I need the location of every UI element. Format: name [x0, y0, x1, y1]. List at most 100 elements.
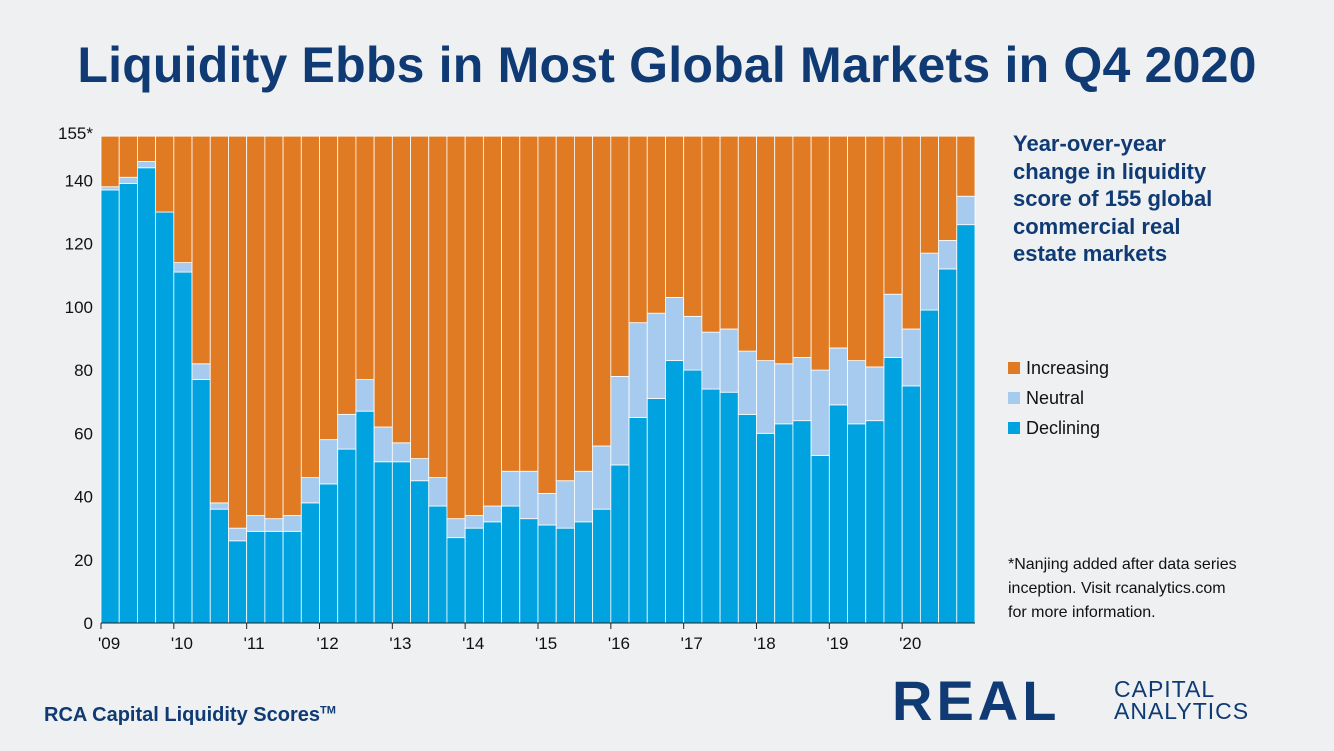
bar-segment-neutral-18: [428, 477, 448, 507]
bar-segment-neutral-38: [792, 357, 812, 422]
bar-segment-neutral-24: [537, 492, 557, 526]
bar-segment-increasing-16: [391, 135, 411, 444]
bar-segment-increasing-43: [883, 135, 903, 295]
bar-segment-neutral-28: [610, 376, 630, 466]
bar-segment-neutral-7: [228, 527, 248, 542]
y-tick-label: 40: [74, 488, 93, 507]
x-tick-label: '12: [317, 634, 339, 653]
bar-segment-increasing-25: [555, 135, 575, 482]
bar-segment-declining-46: [938, 268, 958, 624]
logo-analytics-text: ANALYTICS: [1114, 698, 1250, 724]
bar-segment-increasing-22: [501, 135, 521, 472]
legend-item-neutral: Neutral: [1008, 383, 1109, 413]
bar-segment-neutral-37: [774, 363, 794, 425]
bar-segment-neutral-22: [501, 470, 521, 507]
y-tick-label: 100: [65, 298, 93, 317]
x-tick-label: '11: [244, 634, 265, 653]
bar-segment-declining-7: [228, 540, 248, 624]
bar-segment-declining-39: [810, 455, 830, 624]
bar-segment-declining-8: [246, 530, 266, 624]
bar-segment-increasing-5: [191, 135, 211, 365]
bar-segment-declining-25: [555, 527, 575, 624]
bar-segment-declining-19: [446, 537, 466, 624]
bar-segment-neutral-6: [209, 502, 229, 510]
bar-segment-increasing-35: [737, 135, 757, 352]
bar-segment-increasing-46: [938, 135, 958, 241]
x-tick-label: '17: [681, 634, 703, 653]
x-tick-label: '20: [899, 634, 921, 653]
bar-segment-neutral-10: [282, 515, 302, 532]
bar-segment-increasing-39: [810, 135, 830, 371]
logo-capital-text: CAPITAL: [1114, 676, 1216, 702]
bar-segment-neutral-32: [683, 315, 703, 371]
bar-segment-increasing-41: [847, 135, 867, 362]
bar-segment-increasing-2: [137, 135, 157, 162]
bar-segment-declining-15: [373, 461, 393, 624]
chart-title: Liquidity Ebbs in Most Global Markets in…: [77, 37, 1257, 93]
bar-segment-declining-30: [646, 398, 666, 624]
x-tick-label: '15: [535, 634, 557, 653]
bar-segment-neutral-42: [865, 366, 885, 422]
bar-segment-neutral-25: [555, 480, 575, 529]
bar-segment-neutral-11: [300, 477, 320, 504]
bar-segment-increasing-34: [719, 135, 739, 330]
bar-segment-declining-0: [100, 189, 120, 624]
x-tick-label: '16: [608, 634, 630, 653]
x-tick-label: '13: [389, 634, 411, 653]
legend-label-neutral: Neutral: [1026, 387, 1085, 408]
bar-segment-neutral-9: [264, 518, 284, 532]
bar-segment-increasing-29: [628, 135, 648, 324]
bar-segment-declining-17: [410, 480, 430, 624]
bars-layer: [100, 135, 976, 624]
bar-segment-neutral-47: [956, 195, 976, 226]
legend-swatch-neutral: [1008, 392, 1020, 404]
bar-segment-increasing-27: [592, 135, 612, 447]
bar-segment-declining-34: [719, 391, 739, 624]
legend-swatch-declining: [1008, 422, 1020, 434]
bar-segment-declining-37: [774, 423, 794, 624]
bar-segment-declining-41: [847, 423, 867, 624]
bar-segment-increasing-23: [519, 135, 539, 472]
bar-segment-increasing-13: [337, 135, 357, 415]
bar-segment-declining-33: [701, 388, 721, 624]
bar-segment-declining-31: [665, 360, 685, 624]
footnote: *Nanjing added after data series incepti…: [1008, 556, 1237, 621]
bar-segment-declining-9: [264, 530, 284, 624]
chart-description: Year-over-year change in liquidity score…: [1013, 131, 1213, 266]
bar-segment-declining-11: [300, 502, 320, 624]
x-tick-label: '10: [171, 634, 193, 653]
bar-segment-neutral-46: [938, 240, 958, 270]
bar-segment-declining-10: [282, 530, 302, 624]
bar-segment-declining-26: [574, 521, 594, 624]
bar-segment-declining-5: [191, 379, 211, 624]
bar-segment-increasing-4: [173, 135, 193, 264]
bar-segment-neutral-23: [519, 470, 539, 520]
bar-segment-neutral-13: [337, 413, 357, 450]
bar-segment-neutral-31: [665, 296, 685, 362]
bar-segment-neutral-40: [828, 347, 848, 406]
bar-segment-declining-27: [592, 508, 612, 624]
bar-segment-increasing-0: [100, 135, 120, 188]
bar-segment-increasing-8: [246, 135, 266, 516]
bar-segment-declining-14: [355, 410, 375, 624]
bar-segment-increasing-14: [355, 135, 375, 380]
x-tick-label: '18: [754, 634, 776, 653]
bar-segment-declining-1: [118, 183, 138, 624]
y-tick-label: 0: [84, 614, 93, 633]
bar-segment-increasing-44: [901, 135, 921, 330]
bar-segment-neutral-1: [118, 176, 138, 184]
bar-segment-neutral-12: [319, 439, 339, 485]
bar-segment-neutral-21: [482, 505, 502, 523]
legend: Increasing Neutral Declining: [1008, 353, 1109, 443]
bar-segment-declining-3: [155, 211, 175, 624]
bar-segment-increasing-40: [828, 135, 848, 349]
bar-segment-neutral-30: [646, 312, 666, 399]
bar-segment-declining-40: [828, 404, 848, 624]
bar-segment-neutral-26: [574, 470, 594, 523]
bar-segment-increasing-12: [319, 135, 339, 441]
legend-label-increasing: Increasing: [1026, 357, 1110, 378]
bar-segment-neutral-36: [756, 360, 776, 434]
bar-segment-neutral-15: [373, 426, 393, 463]
bar-segment-declining-44: [901, 385, 921, 624]
bar-segment-increasing-7: [228, 135, 248, 529]
